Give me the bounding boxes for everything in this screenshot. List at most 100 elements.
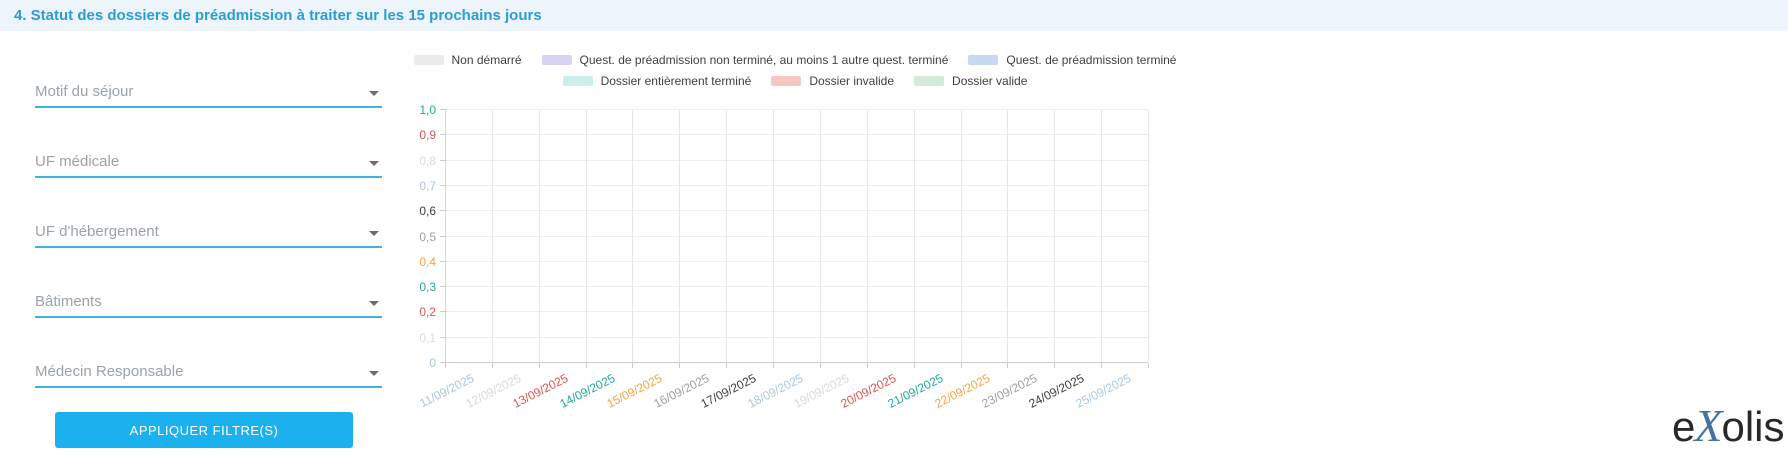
y-tick — [440, 235, 446, 237]
y-tick-label: 0,4 — [419, 254, 436, 269]
y-tick — [440, 362, 446, 363]
y-tick-label: 0,3 — [419, 280, 436, 295]
legend-label: Non démarré — [451, 53, 522, 67]
legend-label: Dossier invalide — [809, 74, 895, 88]
y-tick — [440, 311, 446, 313]
exolis-logo: eXolis — [1672, 398, 1785, 453]
x-tick — [819, 363, 821, 368]
legend-swatch — [562, 76, 593, 86]
x-tick — [913, 363, 915, 368]
legend-item[interactable]: Non démarré — [413, 53, 522, 67]
legend-swatch — [541, 55, 572, 65]
filter-uf-hebergement[interactable]: UF d'hébergement — [35, 221, 382, 248]
chevron-down-icon — [369, 301, 379, 306]
filter-uf-medicale[interactable]: UF médicale — [35, 151, 382, 178]
filter-medecin-responsable[interactable]: Médecin Responsable — [35, 361, 382, 388]
h-gridline — [446, 286, 1148, 288]
x-tick — [679, 363, 681, 368]
filter-uf-medicale-placeholder: UF médicale — [35, 153, 120, 170]
filter-batiments[interactable]: Bâtiments — [35, 291, 382, 318]
chevron-down-icon — [369, 371, 379, 376]
apply-filters-button[interactable]: APPLIQUER FILTRE(S) — [55, 412, 353, 448]
v-gridline — [913, 110, 915, 362]
page-title: 4. Statut des dossiers de préadmission à… — [14, 7, 542, 24]
y-tick — [440, 159, 446, 161]
chevron-down-icon — [369, 161, 379, 166]
h-gridline — [446, 134, 1148, 136]
h-gridline — [446, 210, 1148, 212]
filter-batiments-placeholder: Bâtiments — [35, 293, 102, 310]
v-gridline — [726, 110, 728, 362]
logo-letter-e: e — [1672, 403, 1696, 450]
y-tick — [440, 260, 446, 262]
x-tick — [960, 363, 962, 368]
legend-swatch — [413, 55, 444, 65]
x-tick — [491, 363, 493, 368]
y-tick — [440, 109, 446, 110]
h-gridline — [446, 311, 1148, 313]
v-gridline — [773, 110, 775, 362]
y-tick-label: 0 — [429, 356, 436, 370]
y-tick-label: 0,5 — [419, 229, 436, 244]
chart-legend: Non démarré Quest. de préadmission non te… — [398, 53, 1192, 88]
v-gridline — [491, 110, 493, 362]
v-gridline — [1054, 110, 1056, 362]
x-tick — [1148, 363, 1149, 368]
legend-label: Quest. de préadmission terminé — [1006, 53, 1177, 67]
v-gridline — [1007, 110, 1009, 362]
filter-motif-sejour-placeholder: Motif du séjour — [35, 83, 134, 100]
h-gridline — [446, 109, 1148, 110]
y-tick-label: 0,9 — [419, 128, 436, 143]
h-gridline — [446, 235, 1148, 237]
chart-plot — [440, 109, 1149, 368]
h-gridline — [446, 336, 1148, 338]
chevron-down-icon — [369, 91, 379, 96]
filter-medecin-responsable-placeholder: Médecin Responsable — [35, 363, 184, 380]
legend-swatch — [914, 76, 945, 86]
v-gridline — [819, 110, 821, 362]
x-tick — [1101, 363, 1103, 368]
v-gridline — [679, 110, 681, 362]
legend-item[interactable]: Quest. de préadmission terminé — [968, 53, 1176, 67]
v-gridline — [960, 110, 962, 362]
x-tick — [726, 363, 728, 368]
v-gridline — [538, 110, 540, 362]
y-tick-label: 0,2 — [419, 305, 436, 320]
y-tick-label: 0,6 — [419, 204, 436, 219]
y-tick-label: 0,1 — [419, 330, 436, 345]
chevron-down-icon — [369, 231, 379, 236]
v-gridline — [585, 110, 587, 362]
legend-item[interactable]: Quest. de préadmission non terminé, au m… — [541, 53, 949, 67]
legend-label: Dossier valide — [952, 74, 1028, 88]
legend-item[interactable]: Dossier valide — [914, 74, 1027, 88]
x-tick — [538, 363, 540, 368]
h-gridline — [446, 184, 1148, 186]
y-tick — [440, 286, 446, 288]
y-tick — [440, 210, 446, 212]
y-tick — [440, 134, 446, 136]
x-tick — [773, 363, 775, 368]
v-gridline — [632, 110, 634, 362]
y-tick — [440, 336, 446, 338]
x-tick — [866, 363, 868, 368]
v-gridline — [1148, 110, 1149, 362]
h-gridline — [446, 260, 1148, 262]
v-gridline — [866, 110, 868, 362]
y-tick-label: 1,0 — [419, 103, 436, 117]
x-tick — [1007, 363, 1009, 368]
legend-item[interactable]: Dossier invalide — [771, 74, 894, 88]
filter-motif-sejour[interactable]: Motif du séjour — [35, 81, 382, 108]
h-gridline — [446, 159, 1148, 161]
x-tick — [445, 363, 446, 368]
section-header: 4. Statut des dossiers de préadmission à… — [0, 0, 1788, 31]
y-tick-label: 0,7 — [419, 178, 436, 193]
legend-item[interactable]: Dossier entièrement terminé — [562, 74, 751, 88]
legend-label: Quest. de préadmission non terminé, au m… — [579, 53, 949, 67]
logo-letters-olis: olis — [1721, 403, 1785, 450]
y-tick-label: 0,8 — [419, 153, 436, 168]
y-tick — [440, 184, 446, 186]
legend-swatch — [771, 76, 802, 86]
x-tick — [585, 363, 587, 368]
x-tick — [632, 363, 634, 368]
